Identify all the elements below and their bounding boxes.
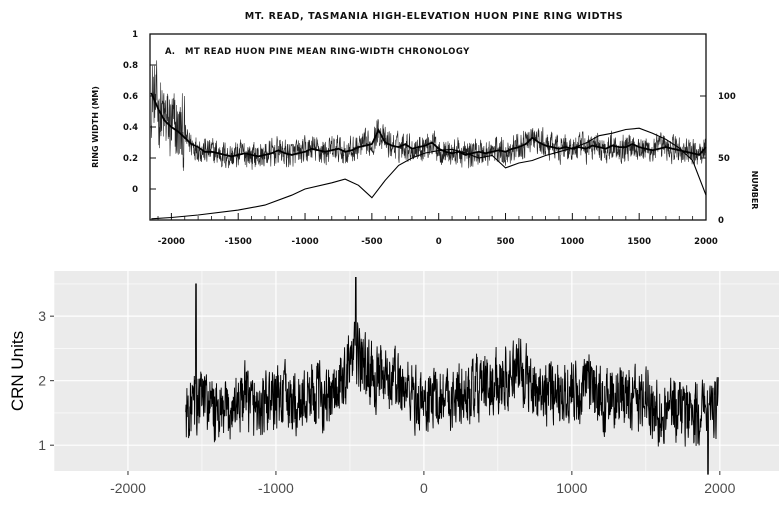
bottom-chart-y-axis-label: CRN Units xyxy=(8,331,27,411)
top-chart-subtitle: MT READ HUON PINE MEAN RING-WIDTH CHRONO… xyxy=(185,47,470,57)
top-x-tick-label: 1000 xyxy=(561,237,585,247)
top-y2-tick-label: 0 xyxy=(718,216,724,226)
top-x-tick-label: 0 xyxy=(436,237,442,247)
top-chart-y2-axis-label: NUMBER xyxy=(750,171,759,210)
top-x-tick-label: -2000 xyxy=(158,237,185,247)
bottom-x-tick-label: 2000 xyxy=(704,480,735,496)
bottom-chart-series xyxy=(185,277,719,475)
top-chart-title: MT. READ, TASMANIA HIGH-ELEVATION HUON P… xyxy=(245,11,623,22)
top-chart: MT. READ, TASMANIA HIGH-ELEVATION HUON P… xyxy=(91,11,759,247)
bottom-x-tick-label: -2000 xyxy=(110,480,146,496)
top-y-tick-label: 0.4 xyxy=(123,123,138,133)
top-x-tick-label: -1000 xyxy=(291,237,318,247)
bottom-chart-axes: -2000 -1000 0 1000 2000 1 2 3 xyxy=(38,308,735,496)
top-y-tick-label: 0.6 xyxy=(123,92,138,102)
bottom-chart-panel xyxy=(54,271,779,471)
bottom-y-tick-label: 3 xyxy=(38,308,46,324)
top-chart-panel-label: A. xyxy=(165,47,175,57)
top-y-tick-label: 0 xyxy=(132,185,138,195)
top-y-tick-label: 0.2 xyxy=(123,154,138,164)
bottom-x-tick-label: -1000 xyxy=(258,480,294,496)
bottom-chart: -2000 -1000 0 1000 2000 1 2 3 CRN Units xyxy=(8,271,779,496)
bottom-y-tick-label: 1 xyxy=(38,437,46,453)
top-ring-width-raw-line xyxy=(151,60,707,171)
bottom-x-tick-label: 1000 xyxy=(556,480,587,496)
top-chart-frame xyxy=(149,33,707,221)
top-x-tick-label: 500 xyxy=(497,237,515,247)
bottom-x-tick-label: 0 xyxy=(420,480,428,496)
top-chart-y-axis-label: RING WIDTH (MM) xyxy=(91,86,100,168)
top-x-tick-label: 1500 xyxy=(627,237,651,247)
top-y-tick-label: 0.8 xyxy=(123,61,138,71)
top-y2-tick-label: 100 xyxy=(718,92,736,102)
top-chart-axes: -2000 -1500 -1000 -500 0 500 1000 1500 200000.20… xyxy=(123,30,736,247)
top-x-tick-label: 2000 xyxy=(694,237,718,247)
top-x-tick-label: -1500 xyxy=(225,237,252,247)
top-ring-width-smoothed-line xyxy=(150,92,707,158)
bottom-crn-line xyxy=(185,277,719,475)
top-y-tick-label: 1 xyxy=(132,30,138,40)
top-x-tick-label: -500 xyxy=(361,237,382,247)
top-y2-tick-label: 50 xyxy=(718,154,730,164)
bottom-y-tick-label: 2 xyxy=(38,373,46,389)
top-sample-depth-line xyxy=(151,127,707,220)
top-chart-series xyxy=(150,60,707,220)
